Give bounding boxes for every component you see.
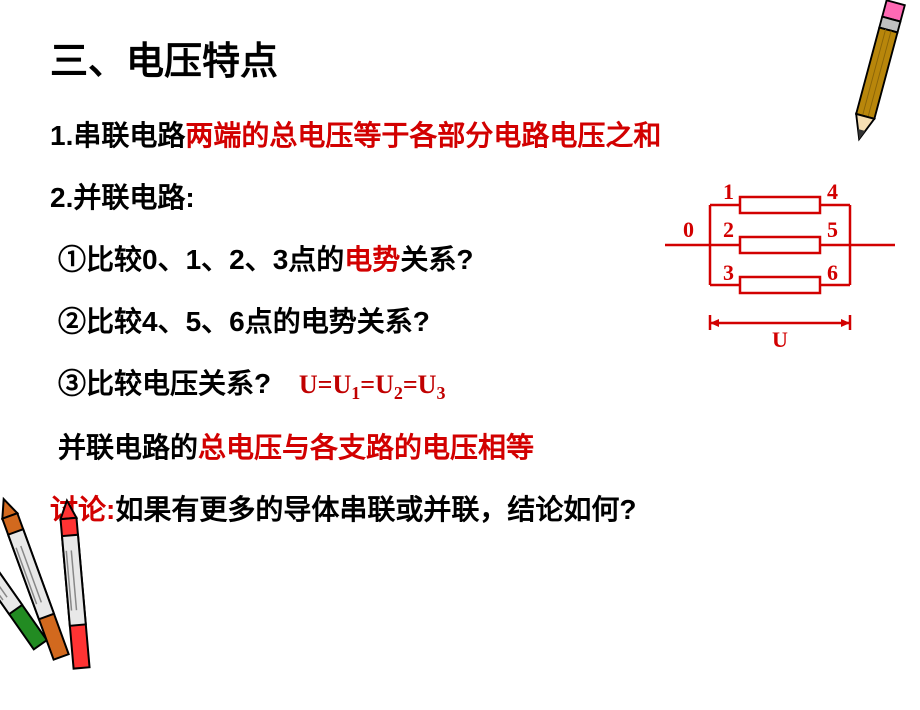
crayons-icon (0, 480, 120, 710)
conclusion: 并联电路的总电压与各支路的电压相等 (58, 427, 880, 469)
question-3: ③比较电压关系? U=U1=U2=U3 (58, 363, 880, 407)
point-1: 1.串联电路两端的总电压等于各部分电路电压之和 (50, 115, 880, 157)
q1-b: 关系? (400, 244, 473, 275)
discuss-text: 如果有更多的导体串联或并联，结论如何? (115, 489, 636, 531)
conclusion-a: 并联电路的 (58, 432, 198, 463)
slide-title: 三、电压特点 (50, 30, 880, 85)
node-1: 1 (723, 179, 734, 204)
node-0: 0 (683, 217, 694, 242)
q3-text: ③比较电压关系? (58, 368, 271, 399)
discussion: 讨论: 如果有更多的导体串联或并联，结论如何? (50, 489, 880, 531)
pencil-icon (840, 0, 910, 160)
node-6: 6 (827, 260, 838, 285)
q1-a: ①比较0、1、2、3点的 (58, 244, 344, 275)
q1-red: 电势 (344, 244, 400, 275)
point-1-red: 两端的总电压等于各部分电路电压之和 (185, 120, 661, 151)
point-1-prefix: 1.串联电路 (50, 120, 185, 151)
node-4: 4 (827, 179, 838, 204)
circuit-diagram: 0 1 2 3 4 5 6 U (665, 175, 895, 355)
node-3: 3 (723, 260, 734, 285)
node-2: 2 (723, 217, 734, 242)
node-5: 5 (827, 217, 838, 242)
voltage-formula: U=U1=U2=U3 (299, 370, 446, 399)
conclusion-red: 总电压与各支路的电压相等 (198, 432, 534, 463)
label-u: U (772, 327, 788, 352)
